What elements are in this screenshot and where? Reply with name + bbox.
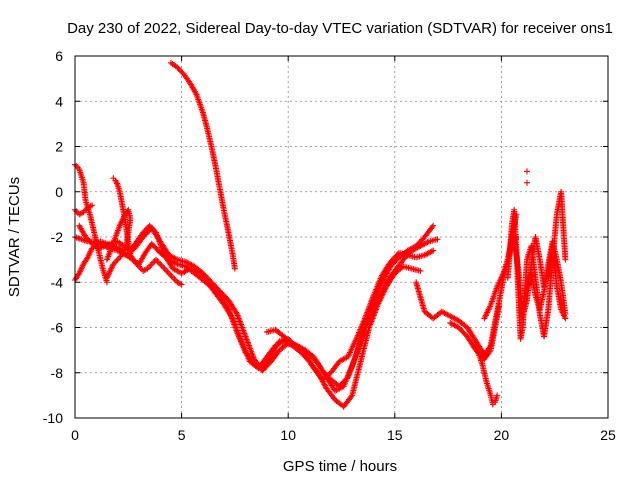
data-point xyxy=(172,255,179,262)
data-point xyxy=(147,224,154,231)
x-tick-label: 5 xyxy=(178,427,186,443)
chart-title: Day 230 of 2022, Sidereal Day-to-day VTE… xyxy=(67,20,613,37)
data-point xyxy=(150,226,157,233)
plot-frame xyxy=(74,55,609,419)
data-point xyxy=(233,309,240,316)
x-tick-label: 20 xyxy=(494,427,510,443)
y-tick-label: 0 xyxy=(55,184,63,200)
data-point xyxy=(146,222,153,229)
data-point xyxy=(424,239,431,246)
data-point xyxy=(178,68,185,75)
y-tick-label: -4 xyxy=(51,274,64,290)
data-point xyxy=(73,163,80,170)
data-point xyxy=(157,261,164,268)
series-trace-12 xyxy=(472,342,501,408)
data-point xyxy=(113,258,120,265)
data-point xyxy=(164,268,171,275)
data-point xyxy=(192,90,199,97)
data-point xyxy=(170,274,177,281)
series-trace-6 xyxy=(72,161,110,286)
data-point xyxy=(82,234,89,240)
data-point xyxy=(86,238,93,245)
data-point xyxy=(142,226,149,233)
data-point xyxy=(168,273,175,280)
data-point xyxy=(175,65,182,72)
data-point xyxy=(116,255,123,262)
y-tick-label: 2 xyxy=(55,139,63,155)
data-point xyxy=(147,262,154,269)
y-tick-label: 6 xyxy=(55,48,63,64)
data-point xyxy=(149,225,156,232)
series-trace-11 xyxy=(447,301,503,363)
data-point xyxy=(417,267,424,274)
series-trace-5 xyxy=(167,59,238,272)
data-points xyxy=(72,59,569,410)
data-point xyxy=(178,281,185,288)
data-point xyxy=(494,392,501,399)
series-trace-9 xyxy=(103,206,134,281)
y-tick-label: 4 xyxy=(55,93,63,109)
data-point xyxy=(148,261,155,268)
data-point xyxy=(87,203,94,210)
grid-lines xyxy=(75,56,608,418)
data-point xyxy=(150,259,157,266)
data-point xyxy=(89,202,96,209)
data-point xyxy=(434,236,441,243)
data-point xyxy=(160,264,167,271)
data-point xyxy=(523,168,530,175)
x-tick-label: 25 xyxy=(600,427,616,443)
x-tick-label: 10 xyxy=(280,427,296,443)
x-axis-label: GPS time / hours xyxy=(283,458,397,475)
data-point xyxy=(174,64,181,71)
data-point xyxy=(155,259,162,266)
data-point xyxy=(176,67,183,74)
data-point xyxy=(177,280,184,287)
data-point xyxy=(430,222,437,229)
data-point xyxy=(231,265,238,272)
x-tick-label: 15 xyxy=(387,427,403,443)
data-point xyxy=(83,235,90,242)
data-point xyxy=(562,256,569,263)
data-point xyxy=(141,228,148,235)
y-tick-label: -10 xyxy=(43,410,63,426)
series-outliers xyxy=(523,168,530,186)
y-tick-label: -2 xyxy=(51,229,64,245)
data-point xyxy=(158,262,165,269)
data-point xyxy=(144,225,151,232)
data-point xyxy=(523,179,530,186)
x-tick-label: 0 xyxy=(71,427,79,443)
data-point xyxy=(162,267,169,274)
series-trace-4 xyxy=(263,236,441,394)
y-axis-label: SDTVAR / TECUs xyxy=(6,177,23,297)
data-point xyxy=(348,393,355,400)
data-point xyxy=(154,258,161,265)
data-point xyxy=(153,256,160,263)
data-point xyxy=(140,229,147,236)
series-trace-16 xyxy=(519,238,569,317)
data-point xyxy=(562,310,569,317)
data-point xyxy=(161,265,168,272)
data-point xyxy=(428,248,435,255)
y-tick-label: -6 xyxy=(51,320,64,336)
data-point xyxy=(171,276,178,283)
data-point xyxy=(165,270,172,277)
data-point xyxy=(228,314,235,321)
data-point xyxy=(103,274,110,281)
data-point xyxy=(167,271,174,278)
data-point xyxy=(85,236,92,243)
data-point xyxy=(496,301,503,308)
data-point xyxy=(430,247,437,254)
data-point xyxy=(429,224,436,231)
series-trace-7 xyxy=(72,202,96,218)
y-tick-label: -8 xyxy=(51,365,64,381)
data-point xyxy=(114,256,121,263)
series-trace-8 xyxy=(110,175,185,288)
